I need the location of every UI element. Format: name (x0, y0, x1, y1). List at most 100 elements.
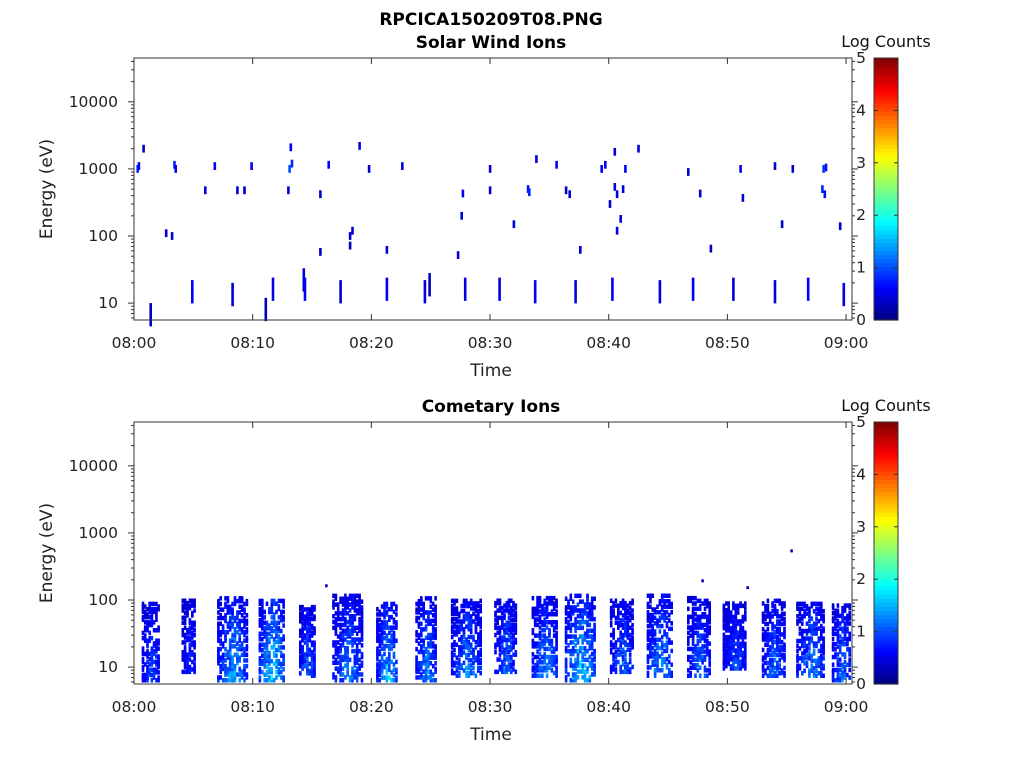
spectrogram-cell (631, 640, 634, 645)
spectrogram-cell (545, 638, 549, 644)
spectrogram-cell (626, 647, 630, 652)
spectrogram-cell (474, 614, 478, 619)
spectrogram-cell (663, 656, 666, 662)
spectrogram-cell (533, 662, 537, 668)
spectrogram-cell (656, 618, 659, 623)
spectrogram-cell (341, 631, 345, 636)
spectrogram-cell (226, 621, 230, 626)
spectrogram-cell (395, 670, 398, 675)
spectrogram-cell (581, 616, 584, 622)
spectrogram-cell (383, 604, 386, 609)
spectrogram-cell (378, 659, 382, 665)
spectrogram-cell (353, 602, 357, 607)
spectrogram-cell (555, 641, 558, 646)
spectrogram-cell (593, 634, 596, 639)
spectrogram-cell (803, 611, 806, 616)
spectrogram-cell (146, 672, 149, 678)
spectrogram-cell (780, 652, 784, 658)
spectrogram-cell (450, 606, 454, 611)
colorbar-segment (874, 135, 898, 141)
spectrogram-cell (628, 632, 632, 638)
spectrogram-cell (231, 282, 234, 307)
spectrogram-cell (687, 654, 690, 660)
spectrogram-cell (698, 673, 702, 678)
spectrogram-cell (776, 629, 779, 635)
spectrogram-cell (193, 664, 196, 670)
spectrogram-cell (392, 635, 396, 641)
spectrogram-cell (351, 669, 354, 674)
spectrogram-cell (651, 612, 654, 618)
spectrogram-cell (383, 675, 386, 680)
spectrogram-cell (831, 616, 835, 621)
spectrogram-cell (422, 644, 425, 649)
spectrogram-cell (701, 660, 704, 665)
colorbar-segment (874, 160, 898, 166)
spectrogram-cell (157, 625, 160, 630)
spectrogram-cell (376, 635, 379, 641)
spectrogram-cell (663, 643, 666, 648)
spectrogram-cell (390, 635, 393, 641)
spectrogram-cell (838, 641, 842, 647)
spectrogram-cell (621, 605, 625, 611)
spectrogram-cell (691, 617, 695, 622)
spectrogram-cell (392, 625, 396, 630)
spectrogram-cell (183, 635, 187, 640)
spectrogram-cell (739, 632, 742, 638)
spectrogram-cell (555, 622, 558, 628)
spectrogram-cell (465, 673, 468, 678)
spectrogram-cell (543, 652, 546, 657)
spectrogram-cell (831, 654, 835, 660)
spectrogram-cell (240, 675, 244, 680)
spectrogram-cell (588, 614, 592, 619)
spectrogram-cell (221, 663, 225, 669)
spectrogram-cell (834, 623, 837, 629)
spectrogram-cell (656, 643, 659, 648)
spectrogram-cell (569, 628, 573, 633)
spectrogram-cell (822, 643, 825, 649)
spectrogram-cell (533, 673, 537, 678)
spectrogram-cell (265, 669, 269, 675)
spectrogram-cell (768, 614, 772, 619)
spectrogram-cell (834, 616, 837, 621)
spectrogram-cell (348, 241, 352, 250)
spectrogram-cell (586, 631, 589, 636)
spectrogram-cell (722, 659, 726, 664)
spectrogram-cell (571, 608, 575, 613)
spectrogram-cell (536, 668, 539, 673)
spectrogram-cell (141, 635, 145, 641)
spectrogram-cell (766, 634, 770, 640)
spectrogram-cell (380, 630, 384, 636)
spectrogram-cell (619, 623, 622, 628)
spectrogram-cell (817, 611, 821, 616)
spectrogram-cell (462, 660, 466, 666)
spectrogram-cell (761, 663, 765, 668)
spectrogram-cell (626, 615, 630, 621)
spectrogram-cell (555, 638, 558, 644)
spectrogram-cell (422, 607, 425, 612)
spectrogram-cell (334, 596, 338, 601)
spectrogram-cell (579, 619, 582, 625)
spectrogram-cell (836, 629, 840, 634)
spectrogram-cell (691, 614, 695, 620)
spectrogram-cell (552, 654, 556, 660)
spectrogram-cell (143, 675, 147, 680)
spectrogram-cell (831, 662, 835, 667)
spectrogram-cell (569, 593, 573, 599)
spectrogram-cell (268, 637, 271, 642)
spectrogram-cell (764, 616, 767, 622)
spectrogram-cell (536, 649, 539, 654)
spectrogram-cell (619, 645, 622, 650)
spectrogram-cell (512, 613, 515, 618)
spectrogram-cell (385, 659, 389, 665)
spectrogram-cell (243, 601, 246, 607)
spectrogram-cell (395, 667, 398, 672)
spectrogram-cell (507, 637, 511, 643)
spectrogram-cell (768, 611, 772, 616)
spectrogram-cell (258, 601, 262, 606)
spectrogram-cell (812, 623, 816, 629)
spectrogram-cell (339, 622, 342, 628)
spectrogram-cell (301, 628, 304, 633)
spectrogram-cell (651, 659, 654, 665)
spectrogram-cell (261, 604, 264, 609)
spectrogram-cell (555, 668, 558, 673)
